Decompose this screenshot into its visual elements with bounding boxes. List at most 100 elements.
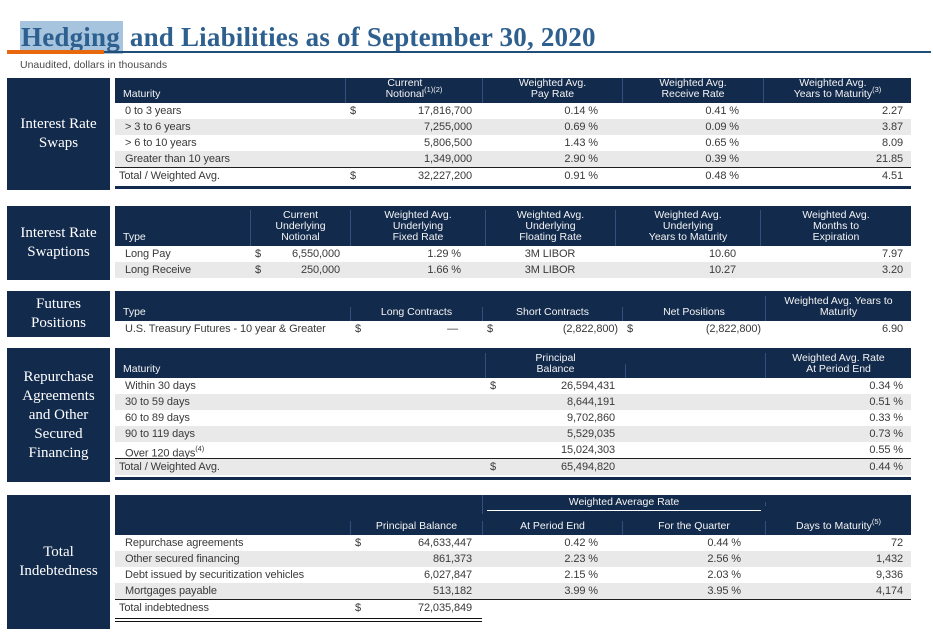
table-cell: Total indebtedness: [119, 602, 209, 614]
table-row: Total / Weighted Avg. $32,227,200 0.91 % 0.…: [115, 167, 911, 184]
table-cell: 0.91 %: [564, 170, 598, 182]
table-cell: 513,182: [432, 585, 472, 597]
table-header: Maturity Principal Balance Weighted Avg.…: [115, 348, 911, 378]
column-header: Principal Balance: [350, 521, 482, 535]
column-header-group: Weighted Average Rate: [482, 494, 765, 514]
table-cell: $: [355, 537, 362, 549]
table-cell: (2,822,800): [562, 323, 618, 335]
table-cell: [345, 135, 365, 151]
table-row: Repurchase agreements $64,633,447 0.42 % 0.…: [115, 535, 911, 551]
column-header: Principal Balance: [485, 353, 625, 378]
table-cell: 1.43 %: [564, 137, 598, 149]
table-cell: 8,644,191: [566, 396, 615, 408]
data-table-interest-rate-swaps: Maturity Current Notional(1)(2) Weighted…: [115, 78, 911, 189]
table-row: Over 120 days(4) 15,024,303 0.55 %: [115, 442, 911, 460]
title-rest: and Liabilities as of September 30, 2020: [122, 22, 596, 53]
section-label: Interest Rate Swaptions: [7, 206, 110, 280]
table-cell: 9,336: [875, 569, 903, 581]
column-header: [625, 364, 765, 378]
table-cell: 72: [890, 537, 903, 549]
table-cell: [625, 426, 765, 442]
section-label: Repurchase Agreements and Other Secured …: [7, 348, 110, 482]
table-cell: 4,174: [875, 585, 903, 597]
data-table-repurchase-agreements: Maturity Principal Balance Weighted Avg.…: [115, 348, 911, 480]
table-cell: Greater than 10 years: [125, 153, 230, 165]
column-header: Weighted Avg. Underlying Fixed Rate: [350, 210, 485, 246]
table-cell: [625, 378, 765, 394]
column-header: Type: [123, 231, 146, 243]
table-header: Type Long Contracts Short Contracts Net …: [115, 291, 911, 321]
table-row: 0 to 3 years $17,816,700 0.14 % 0.41 % 2.27: [115, 103, 911, 119]
column-header: Days to Maturity(5): [765, 517, 911, 535]
table-row: Other secured financing 861,373 2.23 % 2.56…: [115, 551, 911, 567]
column-header-spacer: [765, 502, 911, 506]
column-header-spacer: [115, 502, 482, 506]
table-cell: 0.69 %: [564, 121, 598, 133]
column-header: Weighted Avg. Underlying Floating Rate: [485, 210, 615, 246]
table-cell: > 3 to 6 years: [125, 121, 191, 133]
table-cell: 2.90 %: [564, 153, 598, 165]
table-cell: 26,594,431: [560, 380, 615, 392]
table-cell: [345, 119, 365, 135]
table-row: 30 to 59 days 8,644,191 0.51 %: [115, 394, 911, 410]
table-cell: 0.33 %: [869, 412, 903, 424]
table-cell: 0.41 %: [705, 105, 739, 117]
column-header: Short Contracts: [482, 307, 622, 321]
table-cell: 8.09: [881, 137, 903, 149]
table-cell: [625, 394, 765, 410]
table-row: Within 30 days $26,594,431 0.34 %: [115, 378, 911, 394]
section-label: Total Indebtedness: [7, 495, 110, 629]
column-header: [115, 521, 350, 535]
data-table-total-indebtedness: Weighted Average Rate Principal Balance …: [115, 494, 911, 622]
section-label: Interest Rate Swaps: [7, 78, 110, 190]
title-rule-orange-accent: [7, 50, 104, 54]
table-body: U.S. Treasury Futures - 10 year & Greate…: [115, 321, 911, 337]
page-title: Hedging and Liabilities as of September …: [20, 21, 596, 55]
table-cell: 250,000: [300, 264, 340, 276]
table-cell: 1,349,000: [423, 153, 472, 165]
table-cell: Other secured financing: [125, 553, 240, 565]
table-cell: $: [350, 105, 357, 117]
table-cell: [482, 600, 622, 616]
table-cell: 1.66 %: [427, 264, 461, 276]
subtitle-note: Unaudited, dollars in thousands: [20, 59, 168, 71]
table-cell: 3M LIBOR: [524, 248, 576, 260]
table-cell: $: [350, 170, 357, 182]
table-cell: 6,027,847: [423, 569, 472, 581]
table-header: Maturity Current Notional(1)(2) Weighted…: [115, 78, 911, 103]
table-cell: $: [355, 323, 362, 335]
table-cell: 72,035,849: [417, 602, 472, 614]
section-label: Futures Positions: [7, 291, 110, 337]
column-header: Type: [123, 306, 146, 318]
table-cell: 2.03 %: [707, 569, 741, 581]
table-bottom-border: [115, 186, 911, 189]
table-cell: $: [487, 323, 494, 335]
table-cell: 32,227,200: [417, 170, 472, 182]
table-cell: 0.14 %: [564, 105, 598, 117]
column-header: Net Positions: [622, 307, 765, 321]
table-cell: 21.85: [875, 153, 903, 165]
table-cell: 7.97: [881, 248, 903, 260]
table-cell: 65,494,820: [560, 461, 615, 473]
table-cell: Total / Weighted Avg.: [119, 461, 220, 473]
table-row: 90 to 119 days 5,529,035 0.73 %: [115, 426, 911, 442]
table-cell: Within 30 days: [125, 380, 196, 392]
title-highlight: Hedging: [20, 21, 123, 55]
table-cell: 1.29 %: [427, 248, 461, 260]
data-table-interest-rate-swaptions: Type Current Underlying Notional Weighte…: [115, 206, 911, 278]
table-cell: 0.55 %: [869, 444, 903, 456]
table-header: Type Current Underlying Notional Weighte…: [115, 206, 911, 246]
table-cell: Total / Weighted Avg.: [119, 170, 220, 182]
table-header-group-row: Weighted Average Rate: [115, 494, 911, 514]
table-cell: 2.56 %: [707, 553, 741, 565]
column-header: Weighted Avg. Rate At Period End: [765, 353, 911, 378]
column-header: Weighted Avg. Receive Rate: [622, 78, 763, 103]
table-cell: 10.60: [708, 248, 736, 260]
table-cell: $: [627, 323, 634, 335]
table-header: Principal Balance At Period End For the …: [115, 513, 911, 535]
title-rule-blue: [7, 51, 931, 53]
table-cell: 3.20: [881, 264, 903, 276]
column-header: Current Notional(1)(2): [345, 78, 482, 103]
table-cell: Over 120 days(4): [125, 444, 205, 460]
